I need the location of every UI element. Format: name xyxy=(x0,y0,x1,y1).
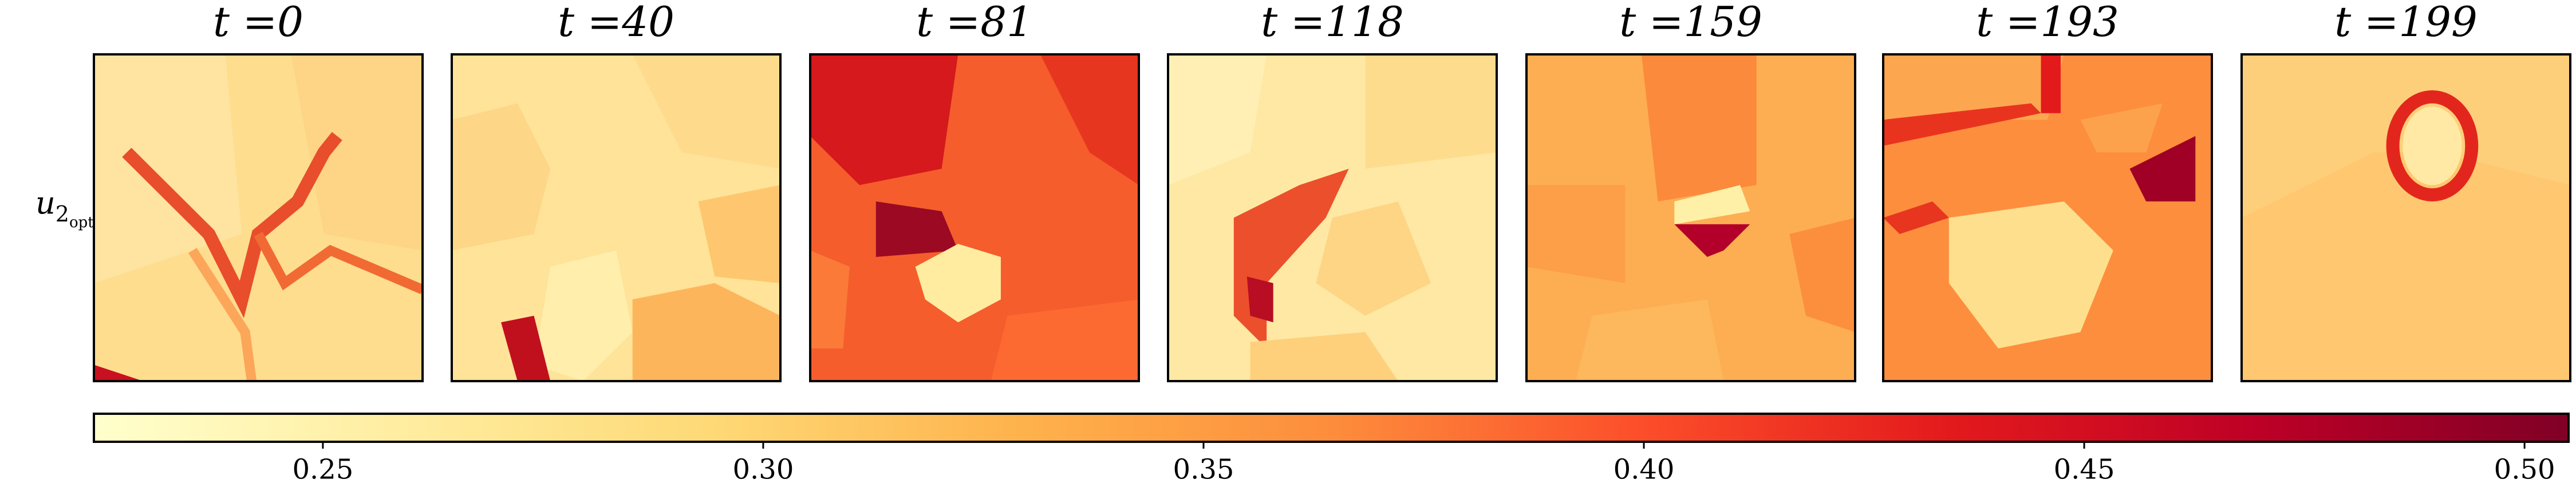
row-label: u2opt xyxy=(35,185,94,231)
tick-label: 0.45 xyxy=(2054,454,2115,486)
panel-title: t =0 xyxy=(213,0,303,46)
panel-image xyxy=(94,54,423,381)
panel-frame xyxy=(809,53,1140,382)
titles: t =0 t =40 t =81 t =118 t =159 t =193 t =199 xyxy=(93,0,2571,382)
tick-label: 0.40 xyxy=(1614,454,1675,486)
panel-frame xyxy=(93,53,424,382)
tick-label: 0.30 xyxy=(733,454,794,486)
panel-image xyxy=(810,54,1139,381)
colorbar-frame xyxy=(93,413,2570,443)
panel-image xyxy=(1168,54,1497,381)
row-label-subsub: opt xyxy=(69,214,94,231)
panel-title: t =40 xyxy=(558,0,674,46)
panel-frame xyxy=(2240,53,2571,382)
panel-image xyxy=(1883,54,2212,381)
tick-label: 0.25 xyxy=(292,454,353,486)
panel-title: t =118 xyxy=(1261,0,1404,46)
panel-frame xyxy=(1525,53,1856,382)
panels xyxy=(94,54,2570,381)
tick-label: 0.35 xyxy=(1173,454,1234,486)
panel-frame xyxy=(1167,53,1498,382)
tick-label: 0.50 xyxy=(2494,454,2555,486)
panel-title: t =81 xyxy=(916,0,1033,46)
panel-title: t =199 xyxy=(2334,0,2478,46)
panel-title: t =159 xyxy=(1619,0,1762,46)
row-label-sub: 2 xyxy=(56,201,69,227)
panel-title: t =193 xyxy=(1976,0,2119,46)
row-label-base: u xyxy=(35,185,56,221)
panel-image xyxy=(1526,54,1855,381)
panel-frame xyxy=(451,53,782,382)
panel-frame xyxy=(1882,53,2213,382)
panel-image xyxy=(452,54,780,381)
panel-image xyxy=(2242,54,2570,381)
colorbar xyxy=(94,414,2569,442)
